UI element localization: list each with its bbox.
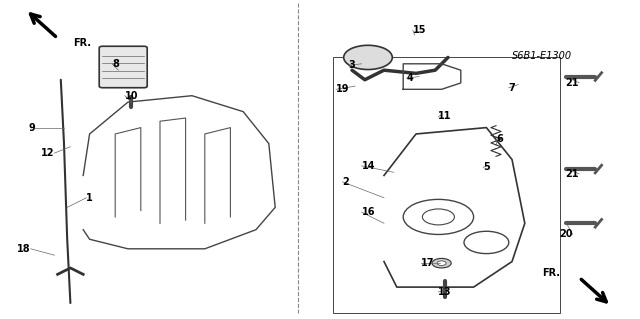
- Text: 11: 11: [438, 111, 452, 122]
- Text: 16: 16: [362, 207, 375, 217]
- Text: 13: 13: [438, 287, 452, 297]
- Text: 5: 5: [483, 162, 490, 173]
- Text: 2: 2: [342, 177, 349, 187]
- Text: FR.: FR.: [74, 38, 92, 48]
- Text: 17: 17: [421, 258, 435, 268]
- Circle shape: [437, 261, 446, 265]
- Text: 21: 21: [566, 169, 579, 179]
- Text: FR.: FR.: [542, 268, 560, 278]
- Text: 15: 15: [413, 25, 426, 35]
- Text: 6: 6: [496, 134, 503, 144]
- Text: 18: 18: [17, 244, 31, 254]
- Text: 21: 21: [566, 78, 579, 88]
- Text: 7: 7: [509, 83, 516, 93]
- Text: 3: 3: [349, 60, 356, 70]
- Circle shape: [344, 45, 392, 70]
- Circle shape: [432, 258, 451, 268]
- FancyBboxPatch shape: [99, 46, 147, 88]
- Text: 10: 10: [125, 91, 138, 101]
- Text: 14: 14: [362, 161, 375, 171]
- Text: 19: 19: [336, 84, 349, 94]
- Text: S6B1-E1300: S6B1-E1300: [512, 51, 572, 61]
- Text: 1: 1: [86, 193, 93, 203]
- Text: 8: 8: [112, 59, 119, 69]
- Text: 20: 20: [559, 229, 573, 240]
- Text: 12: 12: [41, 148, 54, 158]
- Text: 9: 9: [28, 122, 35, 133]
- Text: 4: 4: [406, 73, 413, 83]
